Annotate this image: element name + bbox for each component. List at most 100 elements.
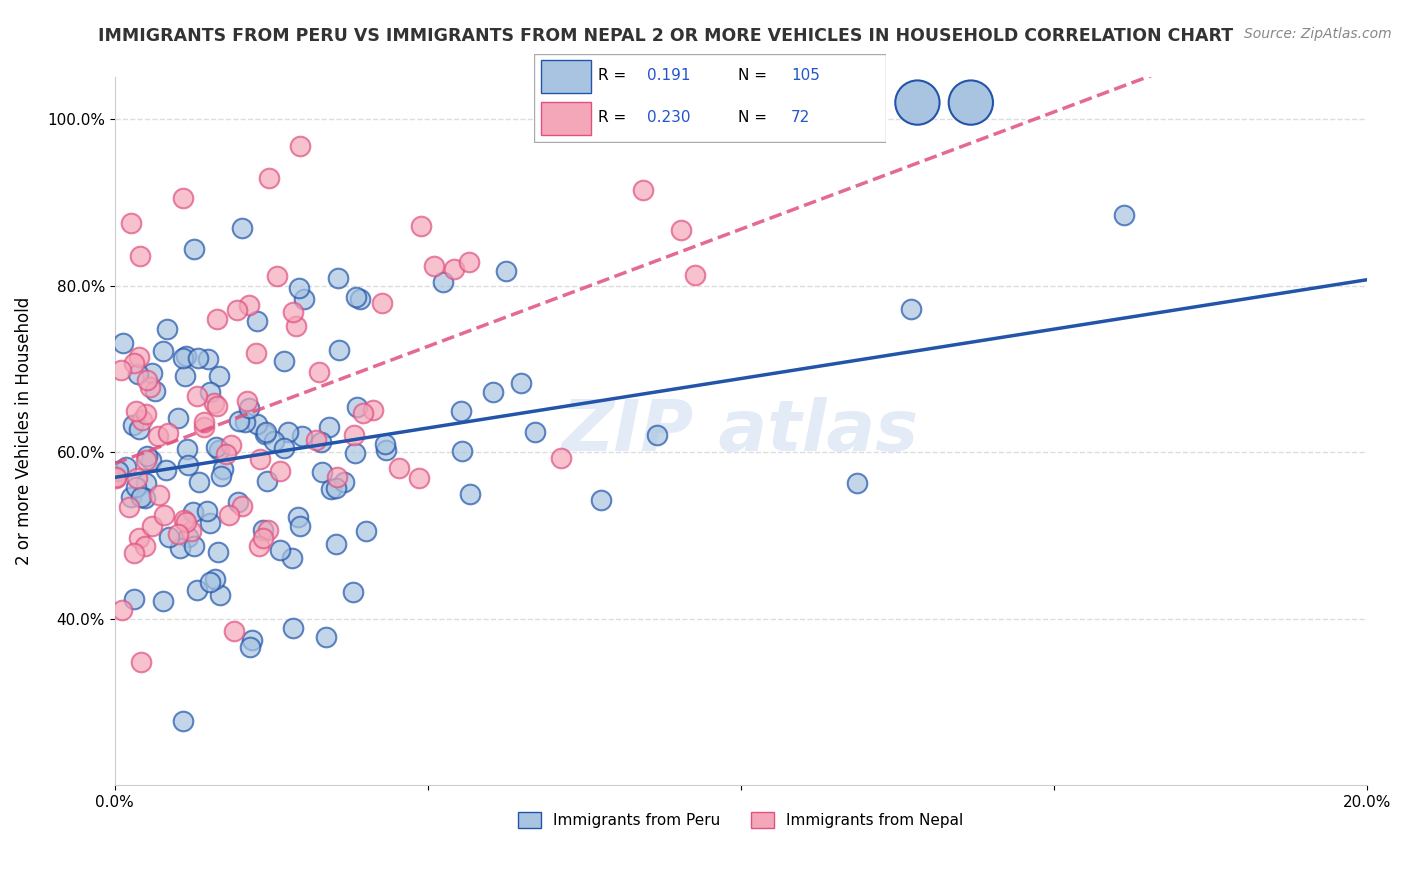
- FancyBboxPatch shape: [534, 54, 886, 142]
- Point: [325, 537, 347, 551]
- Point: [269, 464, 291, 478]
- Point: [291, 429, 314, 443]
- Text: 105: 105: [790, 69, 820, 83]
- Point: [315, 630, 337, 644]
- Point: [153, 508, 176, 522]
- Point: [238, 401, 260, 416]
- Point: [287, 510, 309, 524]
- Circle shape: [949, 80, 993, 125]
- Point: [218, 508, 240, 523]
- Point: [458, 254, 481, 268]
- Point: [423, 259, 446, 273]
- Point: [344, 446, 367, 460]
- Text: R =: R =: [598, 69, 626, 83]
- Point: [135, 453, 157, 467]
- Point: [205, 312, 228, 326]
- Point: [325, 481, 347, 495]
- Point: [239, 640, 262, 655]
- Text: 0.230: 0.230: [647, 111, 690, 125]
- Text: R =: R =: [598, 111, 626, 125]
- Point: [247, 540, 270, 554]
- Point: [283, 305, 305, 319]
- Point: [591, 492, 613, 507]
- Point: [318, 420, 340, 434]
- Point: [187, 351, 209, 366]
- Point: [254, 427, 277, 442]
- FancyBboxPatch shape: [541, 60, 591, 93]
- Point: [204, 572, 226, 586]
- Point: [495, 264, 517, 278]
- Point: [156, 322, 179, 336]
- Point: [288, 139, 311, 153]
- Point: [180, 524, 202, 538]
- Text: 0.191: 0.191: [647, 69, 690, 83]
- Point: [198, 384, 221, 399]
- Point: [212, 462, 235, 476]
- FancyBboxPatch shape: [541, 102, 591, 135]
- Circle shape: [896, 80, 939, 125]
- Point: [269, 543, 291, 558]
- Point: [122, 546, 145, 560]
- Point: [134, 491, 156, 505]
- Point: [252, 531, 274, 545]
- Point: [186, 583, 208, 598]
- Point: [111, 602, 134, 616]
- Point: [121, 418, 143, 433]
- Point: [281, 621, 304, 635]
- Point: [683, 268, 706, 282]
- Point: [450, 444, 472, 458]
- Point: [195, 504, 218, 518]
- Point: [458, 486, 481, 500]
- Point: [328, 343, 350, 357]
- Point: [346, 400, 368, 414]
- Point: [111, 336, 134, 351]
- Point: [900, 301, 922, 316]
- Point: [254, 425, 277, 439]
- Point: [139, 453, 162, 467]
- Point: [176, 349, 198, 363]
- Point: [128, 531, 150, 545]
- Point: [167, 411, 190, 425]
- Point: [277, 425, 299, 440]
- Point: [246, 314, 269, 328]
- Point: [120, 216, 142, 230]
- Point: [292, 293, 315, 307]
- Point: [252, 523, 274, 537]
- Point: [408, 471, 430, 485]
- Point: [1112, 208, 1135, 222]
- Text: Source: ZipAtlas.com: Source: ZipAtlas.com: [1244, 27, 1392, 41]
- Point: [176, 458, 198, 472]
- Point: [845, 476, 868, 491]
- Point: [450, 404, 472, 418]
- Text: 72: 72: [790, 111, 810, 125]
- Point: [124, 480, 146, 494]
- Point: [481, 385, 503, 400]
- Point: [226, 302, 249, 317]
- Point: [193, 419, 215, 434]
- Point: [266, 268, 288, 283]
- Point: [333, 475, 356, 490]
- Point: [152, 344, 174, 359]
- Point: [202, 395, 225, 409]
- Point: [326, 271, 349, 285]
- Point: [134, 540, 156, 554]
- Point: [177, 530, 200, 544]
- Point: [256, 474, 278, 488]
- Point: [311, 465, 333, 479]
- Point: [127, 367, 149, 381]
- Point: [645, 427, 668, 442]
- Point: [198, 516, 221, 530]
- Point: [288, 519, 311, 533]
- Point: [432, 275, 454, 289]
- Point: [136, 373, 159, 387]
- Point: [208, 443, 231, 458]
- Point: [183, 539, 205, 553]
- Point: [371, 295, 394, 310]
- Point: [326, 470, 349, 484]
- Point: [669, 223, 692, 237]
- Point: [222, 624, 245, 638]
- Point: [120, 490, 142, 504]
- Point: [352, 406, 374, 420]
- Point: [156, 426, 179, 441]
- Point: [209, 588, 232, 602]
